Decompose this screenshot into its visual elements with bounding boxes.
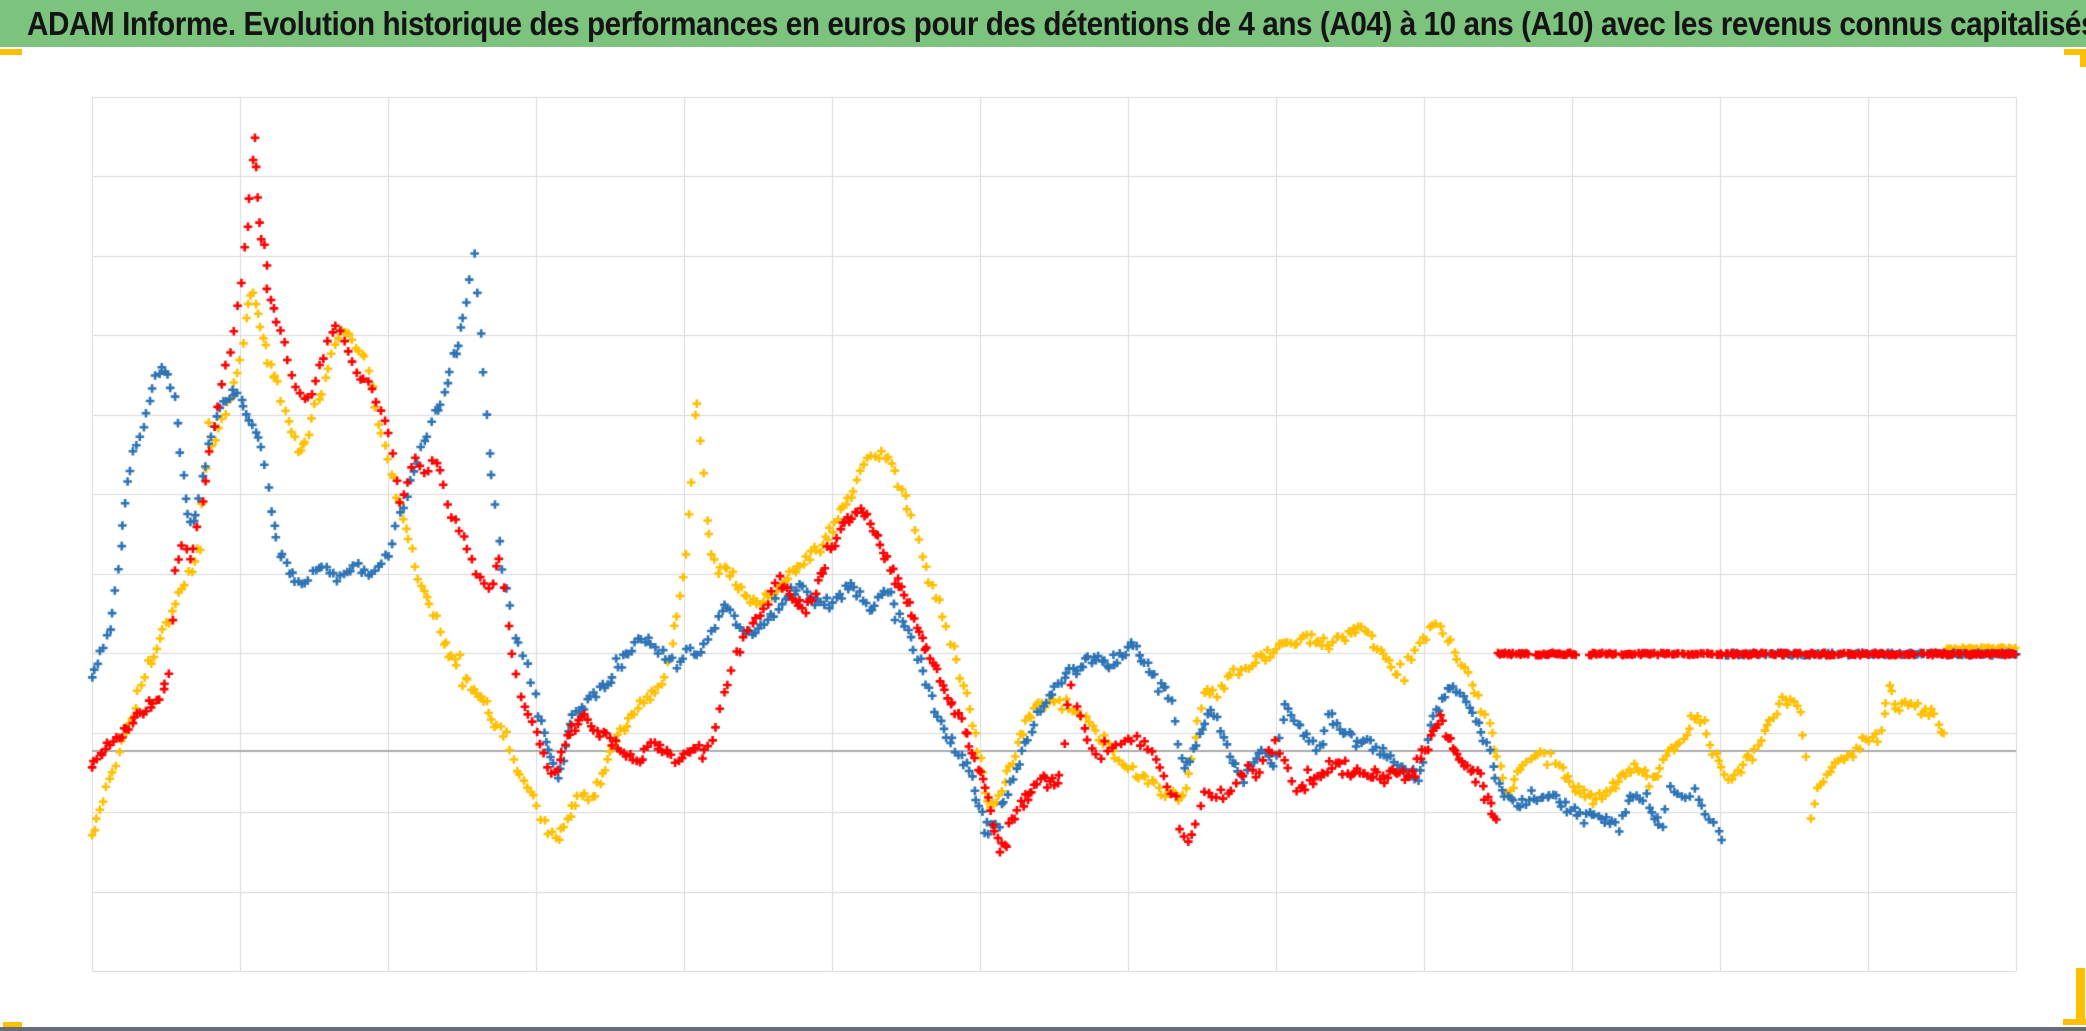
selection-handle-top-right[interactable] (2064, 49, 2086, 55)
selection-handle-bottom-left[interactable] (3, 1022, 22, 1028)
selection-handle-top-right-stub[interactable] (2080, 49, 2086, 67)
selection-handle-bottom-right-stub[interactable] (2063, 1019, 2086, 1025)
bottom-divider-bar (0, 1027, 2086, 1031)
selection-handle-bottom-right[interactable] (2076, 968, 2085, 1025)
selection-handle-top-left[interactable] (0, 49, 22, 55)
